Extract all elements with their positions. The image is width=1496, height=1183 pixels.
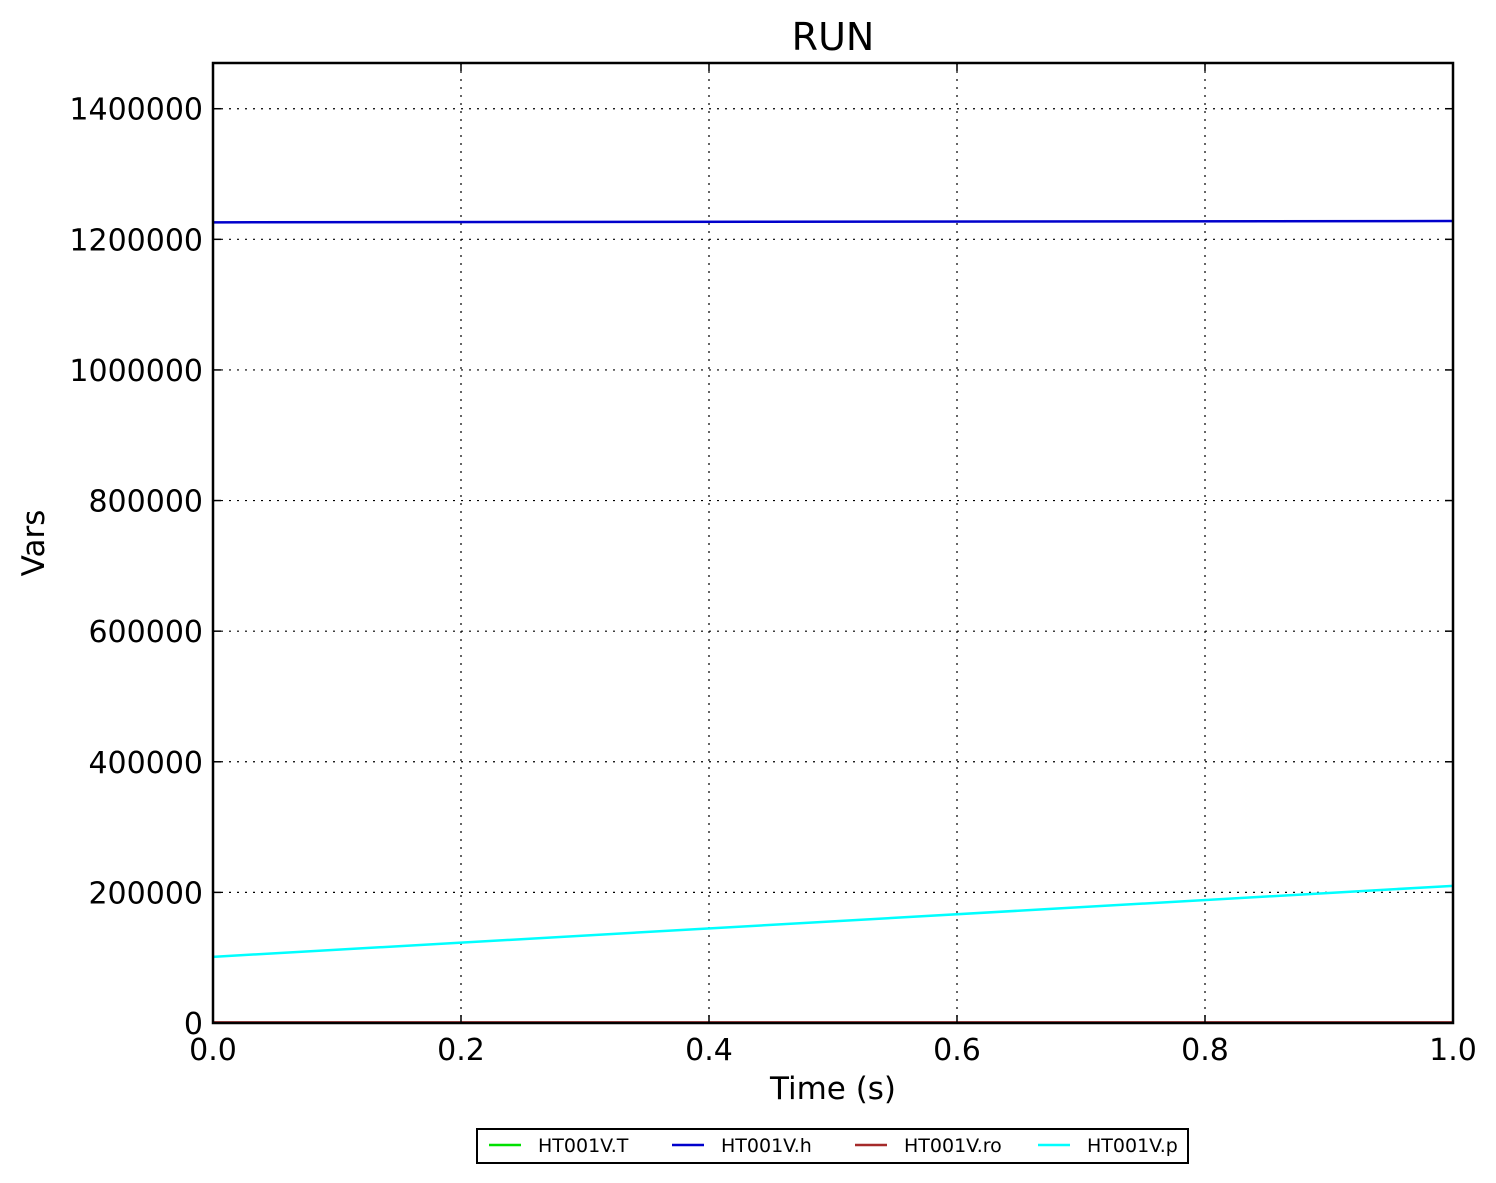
x-tick-label: 0.0 [189, 1033, 237, 1068]
series-line-ht001v-h [212, 219, 1454, 224]
y-tick-label: 1200000 [69, 223, 203, 258]
legend: HT001V.T HT001V.h HT001V.ro HT001V.p [476, 1128, 1189, 1164]
series-line-ht001v-p [212, 884, 1454, 959]
y-tick-label: 0 [184, 1007, 203, 1042]
y-tick-label: 1400000 [69, 93, 203, 128]
legend-label: HT001V.p [1087, 1135, 1178, 1157]
y-tick-label: 800000 [88, 485, 203, 520]
legend-label: HT001V.T [538, 1135, 629, 1157]
x-tick-label: 0.2 [437, 1033, 485, 1068]
y-tick-label: 200000 [88, 876, 203, 911]
legend-label: HT001V.ro [904, 1135, 1002, 1157]
x-tick-label: 0.4 [685, 1033, 733, 1068]
series-lines [212, 219, 1454, 1025]
x-tick-label: 0.8 [1181, 1033, 1229, 1068]
chart-title: RUN [792, 15, 875, 59]
grid-lines [213, 63, 1453, 1023]
x-tick-label: 1.0 [1429, 1033, 1477, 1068]
x-axis-label: Time (s) [769, 1071, 896, 1107]
y-tick-label: 1000000 [69, 354, 203, 389]
legend-label: HT001V.h [721, 1135, 812, 1157]
x-tick-label: 0.6 [933, 1033, 981, 1068]
y-tick-label: 400000 [88, 746, 203, 781]
axis-ticks: 0.0 0.2 0.4 0.6 0.8 1.0 0 200000 400000 600000 800… [69, 63, 1477, 1068]
y-tick-label: 600000 [88, 615, 203, 650]
plot-frame [211, 61, 1455, 1025]
y-axis-label: Vars [16, 510, 52, 577]
